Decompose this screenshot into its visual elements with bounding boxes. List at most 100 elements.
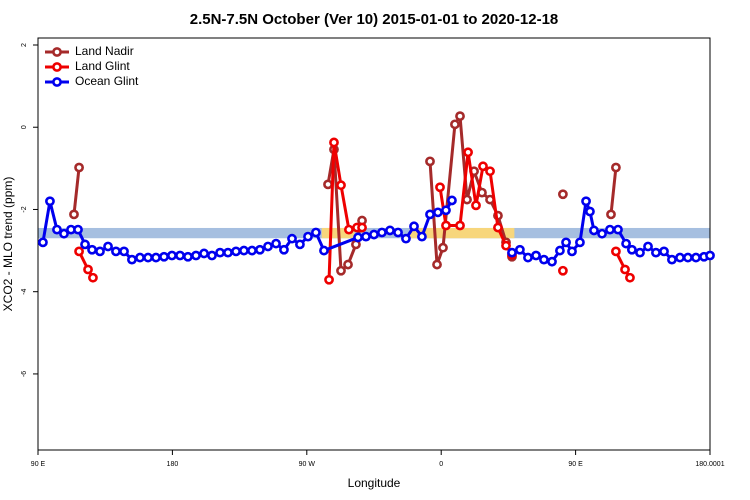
series-point <box>353 232 363 243</box>
series-point <box>575 237 585 248</box>
series-point <box>119 246 129 257</box>
series-point <box>531 250 541 261</box>
series-point <box>675 252 685 263</box>
series-point <box>493 222 503 233</box>
series-point <box>167 250 177 261</box>
series-point <box>151 252 161 263</box>
legend-label: Ocean Glint <box>75 74 139 88</box>
series-point <box>514 244 525 255</box>
series-point <box>199 248 209 259</box>
y-tick-label: -6 <box>21 371 28 377</box>
series-point <box>223 247 233 258</box>
x-tick-label: 90 W <box>299 461 316 468</box>
series-point <box>111 246 121 257</box>
series-point <box>87 244 97 255</box>
legend-marker <box>52 47 62 57</box>
x-axis-title: Longitude <box>348 476 401 490</box>
series-point <box>135 252 145 263</box>
series-point <box>561 237 571 248</box>
chart-title: 2.5N-7.5N October (Ver 10) 2015-01-01 to… <box>190 11 559 28</box>
y-axis-title: XCO2 - MLO trend (ppm) <box>1 177 15 312</box>
series-point <box>581 196 591 207</box>
series-point <box>279 244 289 255</box>
series-point <box>485 166 495 177</box>
series-point <box>625 272 635 283</box>
series-point <box>59 228 69 239</box>
series-point <box>239 245 249 256</box>
y-tick-label: -4 <box>21 288 28 294</box>
series-point <box>336 180 346 191</box>
series-point <box>83 264 93 275</box>
series-line <box>438 150 514 256</box>
x-tick-label: 0 <box>439 461 443 468</box>
series-point <box>159 251 169 262</box>
series-point <box>357 222 367 233</box>
band <box>409 227 515 239</box>
series-point <box>589 225 599 236</box>
series-point <box>183 251 193 262</box>
series-point <box>441 205 451 216</box>
series-point <box>45 196 55 207</box>
series-point <box>191 250 201 261</box>
series-point <box>425 209 435 220</box>
plot-frame <box>37 37 711 451</box>
series-point <box>433 207 443 218</box>
series-point <box>682 252 693 263</box>
series-point <box>613 224 623 235</box>
series-point <box>507 247 517 258</box>
series-point <box>175 250 185 261</box>
series-point <box>127 254 137 265</box>
series-point <box>409 221 419 232</box>
series-point <box>705 250 715 261</box>
series-point <box>450 119 460 130</box>
series-point <box>441 220 451 231</box>
series-point <box>651 247 661 258</box>
series-point <box>523 252 533 263</box>
series-point <box>547 256 557 267</box>
series-point <box>558 189 568 200</box>
series-point <box>95 246 105 257</box>
series-point <box>103 241 113 252</box>
series-point <box>597 228 607 239</box>
series-point <box>539 254 549 265</box>
series-point <box>344 224 354 235</box>
series-point <box>417 231 427 242</box>
x-tick-label: 90 E <box>31 461 46 468</box>
series-point <box>215 247 225 258</box>
series-point <box>585 206 595 217</box>
series-point <box>329 137 339 148</box>
series-point <box>361 231 371 242</box>
y-tick-label: 2 <box>21 43 28 47</box>
series-point <box>438 242 448 253</box>
series-point <box>74 162 84 173</box>
series-point <box>659 246 669 257</box>
series-point <box>38 237 48 248</box>
legend-marker <box>52 62 62 72</box>
series-point <box>691 252 701 263</box>
series-point <box>667 254 677 265</box>
series-point <box>643 241 653 252</box>
series-point <box>605 224 615 235</box>
series-point <box>52 224 62 235</box>
series-point <box>401 233 411 244</box>
series-point <box>69 209 79 220</box>
series-point <box>73 224 83 235</box>
x-tick-label: 90 E <box>568 461 583 468</box>
series-point <box>435 182 445 193</box>
series-point <box>88 272 98 283</box>
series-point <box>336 265 346 276</box>
series-point <box>621 238 631 249</box>
series-point <box>369 229 379 240</box>
series-point <box>471 200 481 211</box>
series-point <box>263 241 273 252</box>
series-point <box>635 247 645 258</box>
y-tick-label: -2 <box>21 206 28 212</box>
series-point <box>606 209 616 220</box>
series-point <box>324 274 334 285</box>
legend-marker <box>52 77 62 87</box>
series-point <box>385 225 395 236</box>
series-point <box>323 179 333 190</box>
series-line <box>72 167 81 215</box>
series-point <box>501 240 511 251</box>
